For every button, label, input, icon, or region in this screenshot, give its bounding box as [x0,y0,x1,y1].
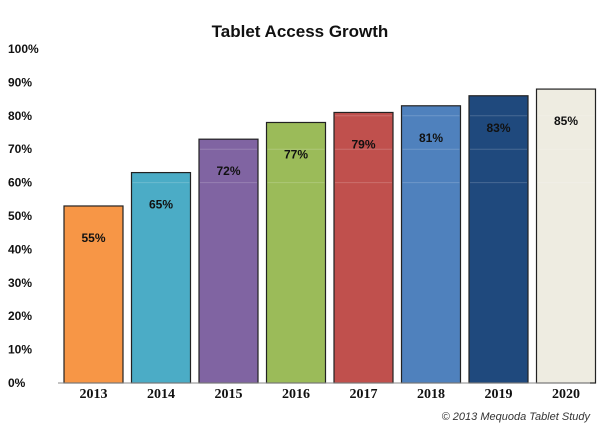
data-label-2020: 85% [554,114,578,128]
y-tick-label: 60% [8,176,32,190]
x-tick-label-2017: 2017 [350,387,378,402]
x-tick-label-2018: 2018 [417,387,445,402]
bar-2017 [333,111,394,384]
y-axis: 0% 10% 20% 30% 40% 50% 60% 70% 80% 90% 100% [8,42,39,390]
bar-2020 [535,88,597,384]
y-tick-label: 20% [8,309,32,323]
bars: 55% 65% 72% 77% 79% 81% 83% 85% [63,88,597,384]
y-tick-label: 90% [8,75,32,89]
data-label-2013: 55% [81,231,105,245]
y-tick-label: 0% [8,376,26,390]
x-tick-label-2015: 2015 [215,387,243,402]
bar-2019 [468,95,529,384]
y-tick-label: 50% [8,209,32,223]
data-label-2014: 65% [149,198,173,212]
y-tick-label: 40% [8,242,32,256]
bar-2013 [63,205,124,384]
x-tick-label-2016: 2016 [282,387,310,402]
chart-credit: © 2013 Mequoda Tablet Study [442,411,592,423]
y-tick-label: 80% [8,109,32,123]
bar-2016 [265,121,327,384]
x-axis: 2013 2014 2015 2016 2017 2018 2019 2020 [80,387,581,402]
data-label-2019: 83% [486,121,510,135]
y-tick-label: 30% [8,276,32,290]
y-tick-label: 70% [8,142,32,156]
bar-2014 [130,171,192,384]
chart-title: Tablet Access Growth [212,22,389,41]
data-label-2017: 79% [351,137,375,151]
x-tick-label-2019: 2019 [485,387,513,402]
y-tick-label: 100% [8,42,39,56]
y-tick-label: 10% [8,343,32,357]
x-tick-label-2013: 2013 [80,387,108,402]
x-tick-label-2014: 2014 [147,387,175,402]
data-label-2015: 72% [216,164,240,178]
data-label-2018: 81% [419,131,443,145]
data-label-2016: 77% [284,147,308,161]
x-tick-label-2020: 2020 [552,387,580,402]
bar-2018 [400,105,462,384]
